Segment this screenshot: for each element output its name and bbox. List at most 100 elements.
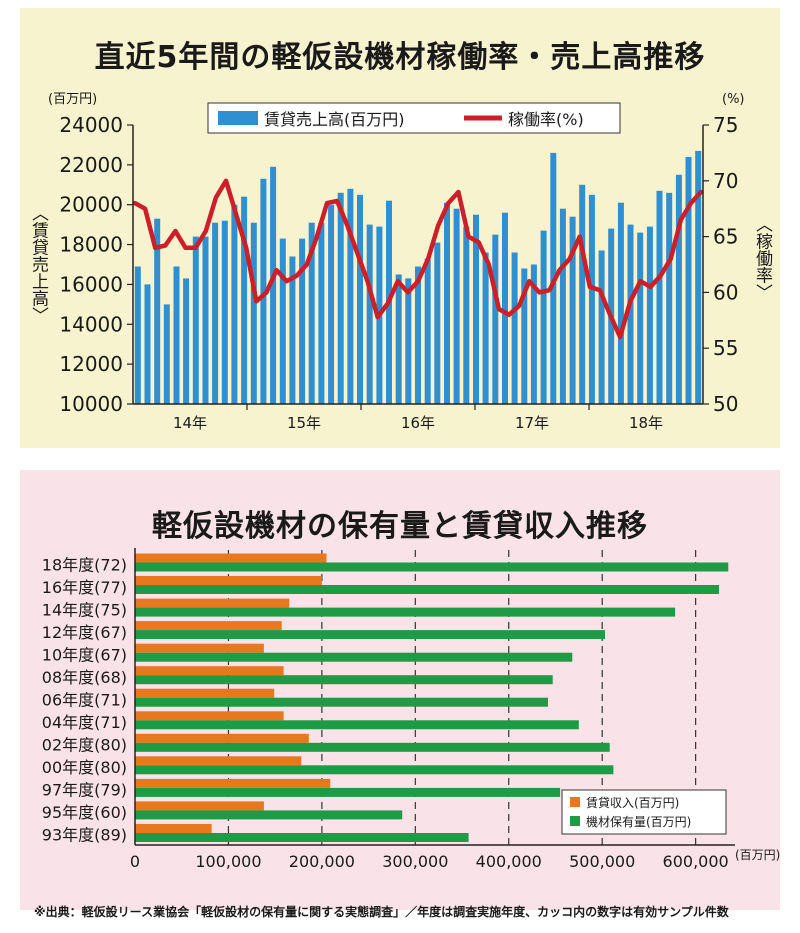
- legend-label-revenue: 賃貸売上高(百万円): [264, 110, 405, 129]
- y-right-unit: (%): [722, 92, 745, 107]
- equipment-holding-bar: [135, 765, 614, 775]
- revenue-bar: [415, 266, 421, 404]
- revenue-bar: [144, 284, 151, 404]
- legend-box: [207, 102, 621, 134]
- revenue-bar: [328, 204, 335, 404]
- x-tick-label: 14年: [173, 414, 207, 432]
- revenue-bar: [502, 212, 508, 404]
- y-left-tick-label: 18000: [59, 233, 123, 257]
- x-tick-label: 200,000: [289, 852, 355, 871]
- equipment-holding-bar: [135, 562, 729, 572]
- revenue-bar: [482, 252, 489, 404]
- equipment-holding-bar: [135, 810, 403, 820]
- source-footnote: ※出典：軽仮設リース業協会「軽仮設材の保有量に関する実態調査」／年度は調査実施年…: [34, 905, 729, 919]
- x-tick-label: 17年: [515, 414, 549, 432]
- revenue-bar: [308, 222, 315, 404]
- revenue-bar: [241, 196, 248, 404]
- rental-income-bar: [135, 576, 322, 585]
- chart1-svg: 10000 12000 14000 16000 18000 20000 22000 24000…: [28, 92, 773, 432]
- equipment-holding-bar: [135, 675, 553, 685]
- rental-income-bar: [135, 711, 284, 721]
- rental-income-bar: [135, 666, 284, 676]
- revenue-bar: [183, 278, 190, 404]
- revenue-bar: [695, 150, 702, 404]
- revenue-bar: [318, 222, 325, 404]
- y-left-tick-label: 20000: [59, 193, 123, 217]
- revenue-bar: [685, 156, 692, 404]
- y-left-tick-label: 10000: [59, 392, 123, 416]
- revenue-bar: [134, 266, 141, 404]
- y-right-tick-label: 60: [713, 280, 738, 304]
- rental-income-bar: [135, 621, 282, 631]
- equipment-holding-bar: [135, 630, 605, 640]
- x-unit: (百万円): [735, 848, 780, 862]
- y-right-tick-label: 70: [713, 169, 738, 193]
- equipment-holding-bar: [135, 585, 719, 594]
- revenue-bar: [666, 192, 673, 404]
- category-label: 12年度(67): [42, 623, 127, 642]
- revenue-bar: [434, 242, 441, 404]
- revenue-bar: [521, 268, 528, 404]
- y-left-axis-title: 〈賃貸売上高〉: [28, 205, 49, 324]
- category-label: 16年度(77): [42, 578, 127, 597]
- y-left-tick-label: 12000: [59, 352, 123, 376]
- revenue-bar: [202, 236, 209, 404]
- revenue-bar: [579, 184, 586, 404]
- y-right-axis-title: 〈稼働率〉: [752, 216, 773, 301]
- equipment-holding-bar: [135, 787, 561, 797]
- y-left-unit: (百万円): [48, 92, 97, 107]
- y-right-tick-label: 75: [713, 113, 738, 137]
- x-tick-label: 600,000: [663, 852, 729, 871]
- rental-income-bar: [135, 688, 275, 698]
- chart1-title: 直近5年間の軽仮設機材稼働率・売上高推移: [94, 40, 706, 75]
- revenue-bar: [511, 252, 518, 404]
- revenue-bar: [637, 232, 644, 404]
- equipment-holding-bar: [135, 742, 610, 752]
- equipment-holding-bar: [135, 607, 676, 617]
- revenue-bar: [598, 250, 605, 404]
- y-left-tick-label: 14000: [59, 312, 123, 336]
- revenue-bar: [279, 238, 286, 404]
- revenue-bar: [675, 174, 682, 404]
- category-label: 02年度(80): [42, 736, 127, 755]
- legend-label-equipment-holding: 機材保有量(百万円): [586, 814, 691, 829]
- revenue-bar: [289, 256, 296, 404]
- equipment-holding-bar: [135, 652, 573, 662]
- rental-income-bar: [135, 756, 302, 766]
- x-tick-label: 15年: [287, 414, 321, 432]
- revenue-bar: [299, 238, 306, 404]
- y-left-tick-label: 16000: [59, 272, 123, 296]
- category-label: 10年度(67): [42, 645, 127, 664]
- y-left-tick-label: 24000: [59, 113, 123, 137]
- category-label: 04年度(71): [42, 713, 127, 732]
- legend-swatch-rental-income: [570, 797, 580, 807]
- revenue-bar: [212, 222, 219, 404]
- category-label: 00年度(80): [42, 758, 127, 777]
- legend-label-utilization: 稼働率(%): [508, 110, 584, 129]
- category-label: 08年度(68): [42, 668, 127, 687]
- revenue-bar: [473, 214, 479, 404]
- rental-income-bar: [135, 801, 264, 811]
- rental-income-bar: [135, 643, 264, 653]
- rental-income-bar: [135, 733, 309, 743]
- revenue-bar: [444, 202, 450, 404]
- y-left-tick-label: 22000: [59, 153, 123, 177]
- x-tick-label: 400,000: [476, 852, 542, 871]
- revenue-bar: [270, 166, 277, 404]
- equipment-holding-bar: [135, 697, 548, 707]
- revenue-bar: [347, 188, 354, 404]
- revenue-bar: [395, 274, 402, 404]
- category-label: 95年度(60): [42, 803, 127, 822]
- rental-income-bar: [135, 824, 212, 833]
- legend-label-rental-income: 賃貸収入(百万円): [586, 795, 679, 810]
- revenue-bar: [530, 264, 537, 404]
- x-tick-label: 0: [130, 852, 140, 871]
- category-label: 18年度(72): [42, 555, 127, 574]
- x-tick-label: 300,000: [382, 852, 448, 871]
- x-tick-label: 100,000: [195, 852, 261, 871]
- revenue-bar: [588, 194, 595, 405]
- x-tick-label: 16年: [401, 414, 435, 432]
- revenue-bar: [366, 224, 373, 404]
- equipment-holding-bar: [135, 720, 579, 730]
- revenue-bar: [463, 226, 470, 404]
